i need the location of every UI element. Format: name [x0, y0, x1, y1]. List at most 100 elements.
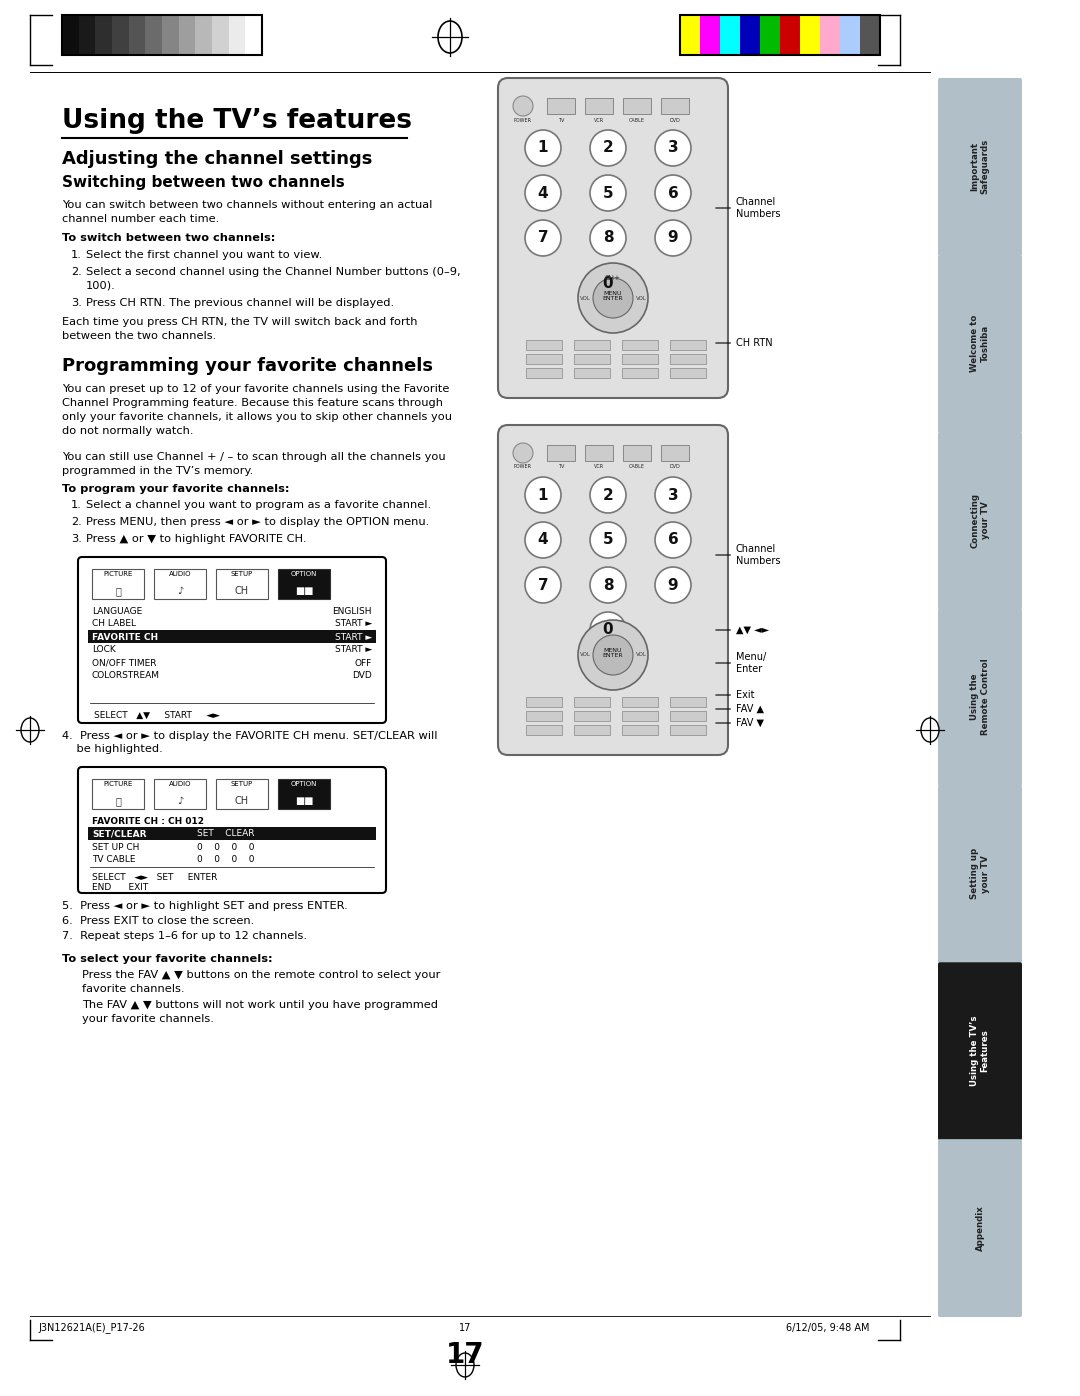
Bar	[526, 369, 562, 378]
Text: VCR: VCR	[594, 117, 604, 123]
FancyBboxPatch shape	[498, 424, 728, 755]
Bar	[573, 711, 610, 720]
Ellipse shape	[438, 21, 462, 53]
Circle shape	[590, 611, 626, 648]
FancyBboxPatch shape	[939, 431, 1022, 610]
Text: MENU
ENTER: MENU ENTER	[603, 290, 623, 302]
Bar	[573, 369, 610, 378]
Text: SETUP: SETUP	[231, 571, 253, 577]
Text: 3: 3	[667, 141, 678, 155]
Text: To program your favorite channels:: To program your favorite channels:	[62, 484, 289, 494]
Ellipse shape	[456, 1353, 474, 1376]
Bar	[622, 369, 658, 378]
Text: VOL: VOL	[635, 296, 647, 300]
Bar	[760, 15, 780, 54]
Bar	[79, 15, 95, 54]
Text: LANGUAGE: LANGUAGE	[92, 606, 143, 616]
Text: 0: 0	[603, 623, 613, 638]
Circle shape	[654, 174, 691, 211]
Bar	[820, 15, 840, 54]
Text: 8: 8	[603, 578, 613, 592]
Text: COLORSTREAM: COLORSTREAM	[92, 671, 160, 680]
Bar	[700, 15, 720, 54]
Text: 6: 6	[667, 532, 678, 547]
Text: Using the TV’s
Features: Using the TV’s Features	[970, 1015, 989, 1086]
Bar	[585, 445, 613, 461]
Text: 9: 9	[667, 578, 678, 592]
Text: Channel
Numbers: Channel Numbers	[716, 197, 781, 219]
Text: To switch between two channels:: To switch between two channels:	[62, 233, 275, 243]
Text: 2: 2	[603, 487, 613, 503]
Circle shape	[525, 477, 561, 512]
Text: DVD: DVD	[670, 117, 680, 123]
Circle shape	[525, 567, 561, 603]
Circle shape	[525, 130, 561, 166]
Bar	[526, 711, 562, 720]
Text: END      EXIT: END EXIT	[92, 884, 148, 892]
Text: 3: 3	[667, 487, 678, 503]
Text: 4: 4	[538, 186, 549, 201]
Bar	[585, 98, 613, 114]
Circle shape	[525, 174, 561, 211]
Text: 17: 17	[459, 1323, 471, 1333]
Text: Menu/
Enter: Menu/ Enter	[716, 652, 766, 674]
Text: Programming your favorite channels: Programming your favorite channels	[62, 357, 433, 376]
Ellipse shape	[921, 718, 939, 743]
Text: Channel
Numbers: Channel Numbers	[716, 544, 781, 565]
Bar	[670, 369, 706, 378]
Circle shape	[654, 221, 691, 255]
Text: FAVORITE CH : CH 012: FAVORITE CH : CH 012	[92, 817, 204, 825]
Bar	[112, 15, 129, 54]
Bar	[740, 15, 760, 54]
Bar	[670, 341, 706, 350]
Text: ♪: ♪	[177, 796, 184, 805]
FancyBboxPatch shape	[939, 255, 1022, 433]
Bar	[129, 15, 146, 54]
Text: ■■: ■■	[295, 796, 313, 805]
Bar	[526, 355, 562, 364]
Text: ON/OFF TIMER: ON/OFF TIMER	[92, 659, 157, 667]
Bar	[623, 445, 651, 461]
Text: ENGLISH: ENGLISH	[333, 606, 372, 616]
Text: START ►: START ►	[335, 632, 372, 642]
Text: VOL: VOL	[635, 652, 647, 658]
Circle shape	[578, 262, 648, 334]
Bar	[526, 697, 562, 706]
Text: MENU
ENTER: MENU ENTER	[603, 648, 623, 659]
FancyBboxPatch shape	[498, 78, 728, 398]
Bar	[154, 779, 206, 810]
Circle shape	[654, 477, 691, 512]
Bar	[95, 15, 112, 54]
Bar	[573, 341, 610, 350]
Text: 1: 1	[538, 141, 549, 155]
Text: TV CABLE: TV CABLE	[92, 856, 135, 864]
Bar	[146, 15, 162, 54]
Bar	[212, 15, 229, 54]
Bar	[546, 98, 575, 114]
Text: 1.: 1.	[71, 500, 82, 510]
Text: SET    CLEAR: SET CLEAR	[197, 829, 255, 839]
Text: 2.: 2.	[71, 517, 82, 528]
Bar	[526, 341, 562, 350]
Text: 9: 9	[667, 230, 678, 246]
FancyBboxPatch shape	[939, 609, 1022, 786]
Circle shape	[593, 278, 633, 318]
Text: SET/CLEAR: SET/CLEAR	[92, 829, 147, 839]
Bar	[154, 570, 206, 599]
Text: 7: 7	[538, 578, 549, 592]
Text: VOL: VOL	[580, 296, 591, 300]
Text: ⛰: ⛰	[116, 586, 121, 596]
Circle shape	[578, 620, 648, 690]
Bar	[720, 15, 740, 54]
Text: PICTURE: PICTURE	[104, 780, 133, 787]
Text: SELECT   ▲▼     START     ◄►: SELECT ▲▼ START ◄►	[94, 711, 220, 719]
FancyBboxPatch shape	[939, 78, 1022, 255]
Bar	[780, 15, 800, 54]
Text: CH: CH	[235, 586, 249, 596]
Circle shape	[590, 265, 626, 302]
Text: START ►: START ►	[335, 620, 372, 628]
Text: 1.: 1.	[71, 250, 82, 260]
Text: ■■: ■■	[295, 586, 313, 596]
Bar	[680, 15, 880, 54]
Bar	[92, 779, 144, 810]
